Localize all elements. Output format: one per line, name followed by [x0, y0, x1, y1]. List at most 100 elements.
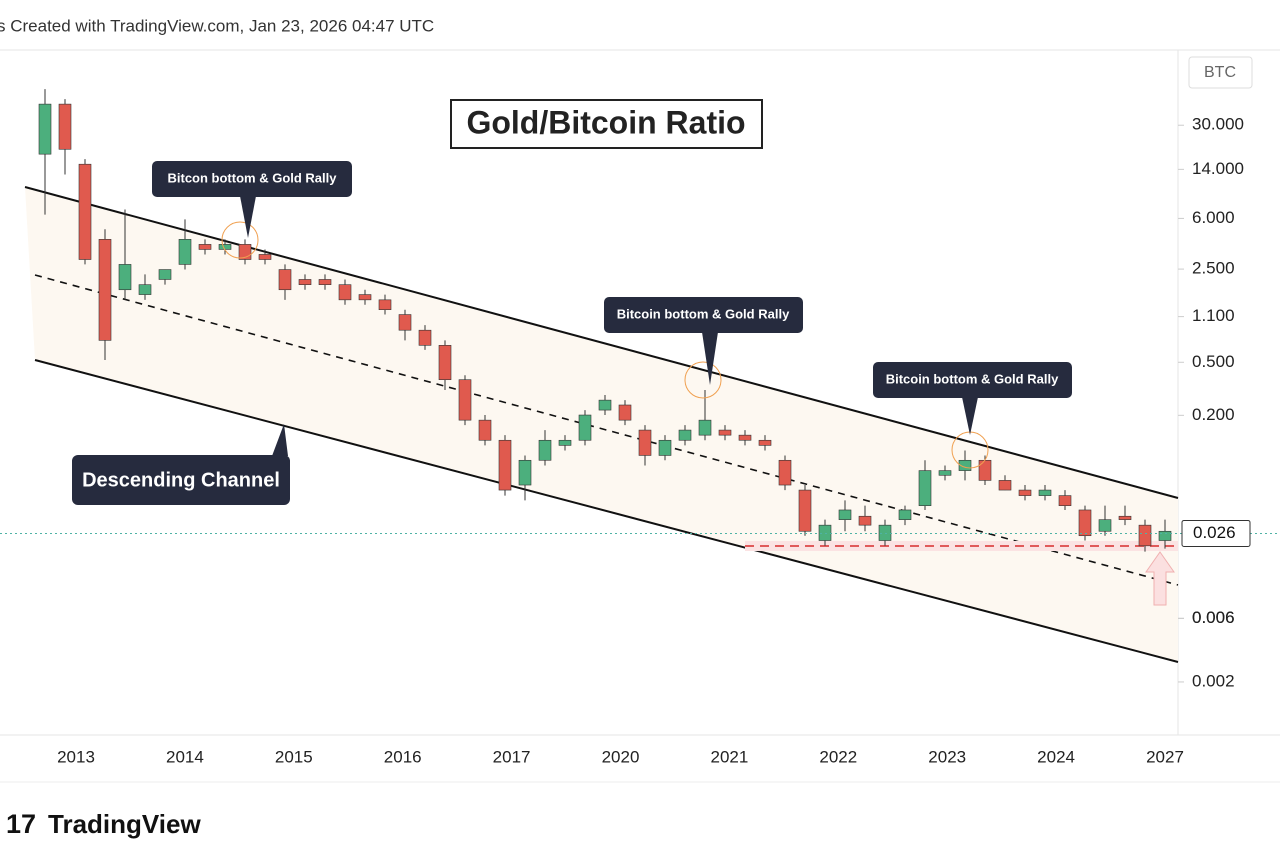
candle-body: [938, 470, 952, 476]
candle-body: [98, 239, 112, 341]
candle-body: [358, 294, 372, 301]
x-tick-label: 2014: [166, 747, 204, 766]
channel-upper: [24, 186, 1179, 499]
candle-body: [1158, 530, 1172, 541]
chart-title: Gold/Bitcoin Ratio: [466, 104, 745, 140]
channel-mid: [34, 274, 1179, 586]
candle-body: [178, 239, 192, 265]
candle-body: [498, 439, 512, 491]
callout-text: Descending Channel: [82, 469, 280, 491]
candle-body: [738, 434, 752, 441]
x-tick-label: 2017: [493, 747, 531, 766]
x-tick-label: 2022: [819, 747, 857, 766]
candle-body: [158, 269, 172, 280]
candle-body: [198, 244, 212, 250]
callout-text: Bitcoin bottom & Gold Rally: [886, 371, 1059, 386]
candle-body: [1078, 509, 1092, 537]
callout: Descending Channel: [72, 424, 290, 505]
candle-body: [978, 459, 992, 481]
y-tick-label: 0.006: [1192, 608, 1235, 627]
y-tick-label: 0.200: [1192, 405, 1235, 424]
candle-body: [538, 439, 552, 461]
candle-body: [618, 404, 632, 421]
candle-body: [78, 163, 92, 260]
candle-body: [958, 459, 972, 471]
candle-body: [478, 419, 492, 441]
candle-body: [438, 345, 452, 381]
candle-body: [258, 254, 272, 260]
candle-body: [1038, 489, 1052, 496]
x-tick-label: 2013: [57, 747, 95, 766]
callout: Bitcoin bottom & Gold Rally: [604, 297, 803, 385]
candle-body: [1118, 515, 1132, 520]
y-tick-label: 0.002: [1192, 671, 1235, 690]
y-tick-label: 2.500: [1192, 259, 1235, 278]
candle-body: [458, 379, 472, 421]
candle-body: [398, 314, 412, 331]
highlight-circle: [684, 361, 722, 399]
candle-body: [878, 524, 892, 541]
x-tick-label: 2027: [1146, 747, 1184, 766]
title-box: [450, 99, 763, 149]
candle-body: [838, 509, 852, 520]
last-price-box: [1181, 519, 1251, 547]
candle-body: [338, 284, 352, 301]
callout: Bitcoin bottom & Gold Rally: [873, 362, 1072, 435]
candle-body: [38, 103, 52, 155]
y-tick-label: 0.500: [1192, 352, 1235, 371]
candle-body: [998, 480, 1012, 491]
footer-brand: TradingView: [48, 809, 201, 839]
channel-fill: [25, 187, 1178, 662]
x-tick-label: 2020: [602, 747, 640, 766]
candle-body: [898, 509, 912, 520]
candle-body: [918, 470, 932, 506]
y-tick-label: 6.000: [1192, 208, 1235, 227]
candle-body: [138, 284, 152, 295]
y-tick-label: 30.000: [1192, 115, 1244, 134]
channel-lower: [34, 359, 1179, 663]
candle-body: [278, 269, 292, 291]
candle-body: [518, 459, 532, 486]
candle-body: [418, 329, 432, 346]
candle-body: [1098, 519, 1112, 532]
candle-body: [1018, 489, 1032, 496]
candle-body: [658, 439, 672, 456]
candle-body: [578, 414, 592, 441]
x-tick-label: 2024: [1037, 747, 1075, 766]
candle-body: [118, 264, 132, 291]
candle-body: [698, 419, 712, 436]
candle-body: [678, 429, 692, 441]
last-price-label: 0.026: [1193, 523, 1236, 542]
candle-body: [798, 489, 812, 532]
callout-text: Bitcon bottom & Gold Rally: [168, 170, 338, 185]
callout-text: Bitcoin bottom & Gold Rally: [617, 306, 790, 321]
x-tick-label: 2021: [710, 747, 748, 766]
y-tick-label: 1.100: [1192, 306, 1235, 325]
candle-body: [378, 299, 392, 310]
candle-body: [298, 279, 312, 285]
currency-label: BTC: [1204, 64, 1236, 81]
candle-body: [858, 515, 872, 526]
candle-body: [318, 279, 332, 285]
currency-box[interactable]: [1188, 56, 1253, 89]
header-text: s Created with TradingView.com, Jan 23, …: [0, 16, 434, 35]
callout: Bitcon bottom & Gold Rally: [152, 161, 352, 238]
candle-body: [1138, 524, 1152, 547]
x-tick-label: 2016: [384, 747, 422, 766]
plot: [38, 89, 1172, 552]
highlight-circle: [221, 221, 259, 259]
x-tick-label: 2023: [928, 747, 966, 766]
logo-mark: 17: [6, 809, 36, 839]
candle-body: [718, 429, 732, 436]
candle-body: [1058, 495, 1072, 506]
candle-body: [58, 103, 72, 150]
candle-body: [638, 429, 652, 456]
candle-body: [778, 459, 792, 486]
candle-body: [218, 244, 232, 250]
candle-body: [818, 524, 832, 541]
y-tick-label: 14.000: [1192, 159, 1244, 178]
candle-body: [598, 399, 612, 411]
candle-body: [558, 439, 572, 446]
y-tick-label: 0.006: [1192, 608, 1235, 627]
